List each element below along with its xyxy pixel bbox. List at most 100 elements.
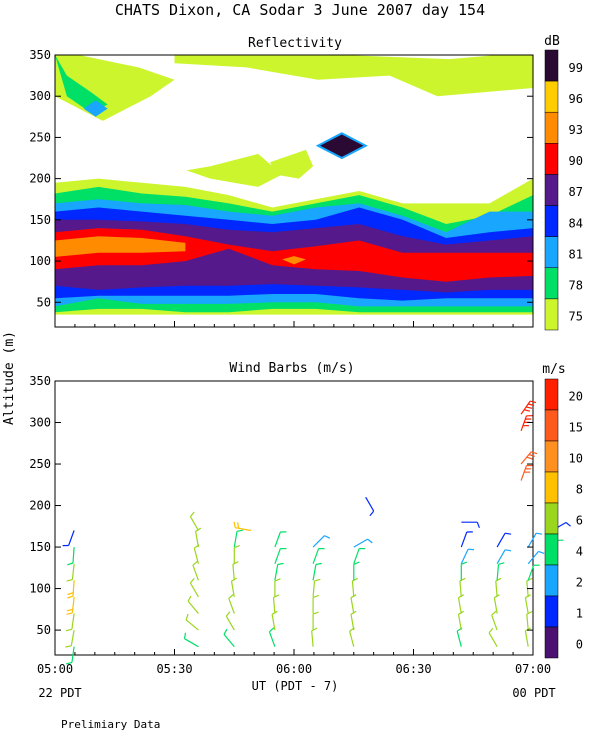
wind-barb — [353, 547, 366, 564]
wind-barb — [274, 562, 284, 581]
wind-barb — [66, 596, 75, 615]
wind-barbs-panel: Wind Barbs (m/s) 5010015020025030035005:… — [29, 361, 583, 676]
wind-barb — [311, 627, 318, 647]
wind-barb — [225, 611, 235, 631]
wind-axes: 50 100 150 200 250 300 350 05:00 05:30 06:00 06:30… — [29, 374, 551, 676]
refl-colorbar-label: 93 — [569, 123, 583, 137]
refl-y-tick-label: 250 — [29, 130, 51, 144]
wind-barb — [312, 562, 322, 581]
wind-barb — [496, 562, 505, 581]
wind-barb — [312, 578, 321, 597]
wind-barb — [185, 613, 199, 631]
contour-band-93 — [55, 236, 186, 257]
refl-y-tick-label: 350 — [29, 48, 51, 62]
refl-colorbar-swatch — [544, 143, 559, 175]
wind-barb — [189, 511, 199, 531]
wind-barb — [272, 594, 280, 614]
wind-y-tick-label: 100 — [29, 582, 51, 596]
wind-barb — [496, 549, 512, 564]
wind-barb — [491, 610, 498, 631]
wind-barb — [312, 535, 331, 548]
wind-colorbar-swatch — [544, 564, 559, 597]
wind-colorbar-swatch — [544, 409, 559, 442]
wind-colorbar-label: 20 — [569, 390, 583, 404]
wind-barb — [524, 627, 531, 647]
reflectivity-colorbar: 99 96 93 90 87 84 81 78 75 — [544, 49, 583, 331]
refl-y-tick-label: 300 — [29, 89, 51, 103]
refl-y-tick-label: 150 — [29, 213, 51, 227]
wind-barb — [527, 564, 540, 581]
wind-barb — [271, 610, 278, 631]
right-date-label: 00 PDT — [512, 686, 555, 700]
refl-colorbar-label: 96 — [569, 92, 583, 106]
wind-barb — [520, 400, 537, 415]
refl-colorbar-label: 81 — [569, 247, 583, 261]
wind-x-tick-label: 05:00 — [37, 662, 73, 676]
wind-barb — [353, 561, 360, 581]
wind-colorbar-label: 0 — [576, 638, 583, 652]
contour-patch-upper-left-1 — [55, 55, 108, 113]
wind-colorbar-swatch — [544, 626, 559, 659]
wind-barb — [233, 544, 241, 564]
wind-colorbar-label: 6 — [576, 514, 583, 528]
wind-barb — [350, 594, 357, 614]
wind-barb — [67, 580, 75, 599]
wind-barb — [457, 594, 464, 614]
refl-colorbar-swatch — [544, 49, 559, 82]
refl-colorbar-label: 78 — [569, 279, 583, 293]
wind-barb — [233, 529, 244, 548]
wind-units: m/s — [542, 362, 565, 377]
wind-colorbar-label: 15 — [569, 421, 583, 435]
wind-colorbar-label: 10 — [569, 452, 583, 466]
refl-colorbar-swatch — [544, 267, 559, 300]
contour-patch-mid-patch-5 — [270, 149, 314, 179]
wind-barb — [488, 627, 498, 647]
y-axis-label: Altitude (m) — [2, 331, 17, 425]
reflectivity-contours — [55, 55, 533, 315]
wind-barb — [351, 577, 359, 597]
wind-barb — [520, 451, 538, 465]
contour-patch-diamond-6 — [315, 132, 368, 160]
wind-barbs-title: Wind Barbs (m/s) — [229, 361, 354, 376]
wind-barb — [460, 561, 468, 581]
left-date-label: 22 PDT — [38, 686, 81, 700]
refl-colorbar-swatch — [544, 111, 559, 144]
wind-barb — [353, 538, 373, 548]
wind-barb — [195, 527, 202, 548]
wind-barb — [67, 547, 75, 566]
wind-barb — [223, 628, 235, 648]
refl-colorbar-label: 99 — [569, 61, 583, 75]
refl-y-tick-label: 100 — [29, 254, 51, 268]
wind-barb — [312, 594, 319, 614]
wind-barb — [459, 577, 466, 597]
wind-barb — [192, 560, 199, 581]
wind-barb — [274, 531, 287, 548]
wind-barb — [496, 532, 512, 548]
wind-y-tick-label: 300 — [29, 416, 51, 430]
wind-barb — [457, 610, 464, 631]
refl-colorbar-label: 84 — [569, 216, 583, 230]
wind-y-tick-label: 50 — [37, 623, 51, 637]
refl-colorbar-label: 75 — [569, 310, 583, 324]
wind-colorbar-label: 2 — [576, 576, 583, 590]
wind-barb — [526, 610, 533, 631]
wind-colorbar-label: 4 — [576, 545, 583, 559]
wind-colorbar-swatch — [544, 378, 559, 411]
contour-patch-top-band-3 — [174, 55, 533, 97]
wind-barb — [268, 627, 276, 647]
wind-barb — [189, 578, 199, 598]
wind-barb — [312, 611, 319, 631]
refl-y-tick-label: 200 — [29, 172, 51, 186]
contour-band-90 — [55, 228, 533, 282]
reflectivity-units: dB — [544, 34, 560, 49]
wind-barb — [274, 547, 287, 564]
wind-barb — [456, 627, 463, 647]
wind-colorbar-swatch — [544, 471, 559, 504]
wind-barb — [65, 646, 75, 665]
wind-barb — [460, 548, 475, 564]
refl-colorbar-swatch — [544, 80, 559, 113]
wind-barb — [524, 594, 531, 614]
wind-barb — [193, 544, 200, 564]
